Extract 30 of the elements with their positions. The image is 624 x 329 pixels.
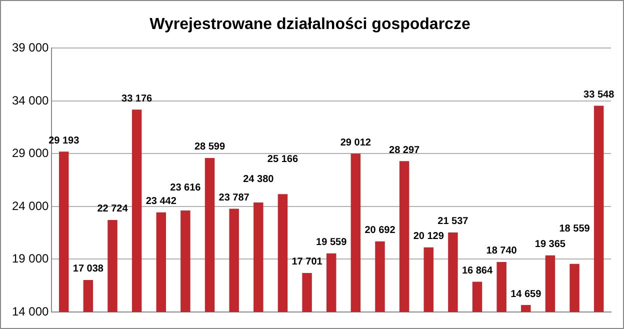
data-label: 17 038: [72, 264, 104, 275]
data-label: 28 599: [194, 142, 226, 153]
data-label: 21 537: [438, 216, 469, 228]
data-label: 20 692: [364, 225, 396, 236]
y-tick-label: 34 000: [12, 93, 50, 108]
data-label: 18 740: [486, 246, 518, 257]
data-label: 20 129: [413, 231, 444, 242]
data-label: 22 724: [97, 204, 128, 215]
data-label: 19 559: [316, 237, 348, 248]
data-label: 17 701: [292, 256, 323, 268]
data-label: 16 864: [462, 266, 493, 277]
y-tick-label: 19 000: [12, 252, 50, 266]
data-label: 29 193: [48, 135, 80, 146]
data-label: 25 166: [267, 154, 298, 165]
data-label: 29 012: [340, 137, 372, 148]
y-tick-label: 14 000: [12, 304, 50, 318]
y-tick-label: 39 000: [12, 40, 50, 55]
data-label: 28 297: [389, 144, 420, 156]
data-label: 23 616: [170, 182, 202, 194]
y-tick-label: 24 000: [12, 198, 50, 213]
data-label: 33 176: [122, 93, 153, 104]
data-label: 23 787: [218, 192, 250, 204]
data-label: 18 559: [559, 224, 590, 235]
data-label: 19 365: [534, 239, 566, 250]
data-label: 24 380: [243, 174, 274, 186]
data-label: 14 659: [510, 288, 542, 300]
data-label: 23 442: [146, 196, 177, 208]
data-label: 33 548: [584, 89, 615, 100]
y-tick-label: 29 000: [12, 146, 50, 160]
chart-title: Wyrejestrowane działalności gospodarcze: [150, 16, 470, 34]
